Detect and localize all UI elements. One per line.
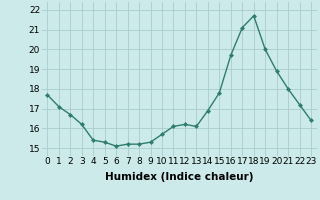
X-axis label: Humidex (Indice chaleur): Humidex (Indice chaleur) [105, 172, 253, 182]
